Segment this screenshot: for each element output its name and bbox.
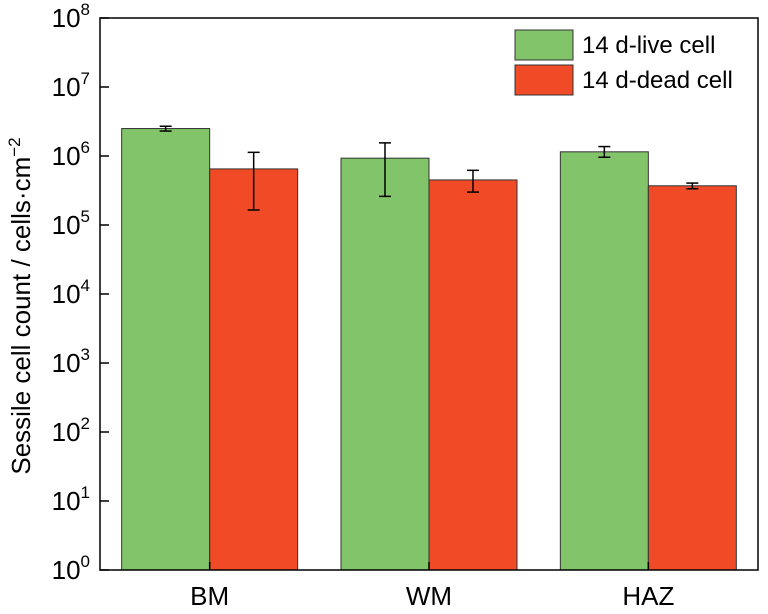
y-tick-exponent: 2 bbox=[81, 414, 90, 433]
error-bars-group bbox=[159, 125, 699, 211]
y-tick-label: 106 bbox=[52, 138, 90, 171]
bar-haz-series-0 bbox=[559, 151, 649, 571]
bar-haz-series-1 bbox=[647, 185, 737, 571]
x-tick-label-haz: HAZ bbox=[622, 581, 674, 611]
legend-label-1: 14 d-dead cell bbox=[582, 67, 733, 94]
y-tick-base: 10 bbox=[52, 210, 81, 240]
y-tick-base: 10 bbox=[52, 72, 81, 102]
y-tick-exponent: 3 bbox=[81, 345, 90, 364]
y-tick-exponent: 7 bbox=[81, 69, 90, 88]
y-tick-exponent: 0 bbox=[81, 552, 90, 571]
y-tick-label: 101 bbox=[52, 483, 90, 516]
y-tick-label: 104 bbox=[52, 276, 90, 309]
bar-bm-series-1 bbox=[209, 168, 299, 571]
y-tick-base: 10 bbox=[52, 555, 81, 585]
legend-swatch-1 bbox=[514, 64, 574, 96]
y-tick-label: 107 bbox=[52, 69, 90, 102]
y-axis-label-text: Sessile cell count / cells·cm bbox=[6, 157, 36, 475]
y-tick-base: 10 bbox=[52, 417, 81, 447]
x-tick-label-wm: WM bbox=[406, 581, 452, 611]
y-tick-base: 10 bbox=[52, 279, 81, 309]
bar-wm-series-0 bbox=[340, 157, 430, 571]
bar-bm-series-0 bbox=[121, 128, 211, 571]
y-tick-label: 100 bbox=[52, 552, 90, 585]
y-axis-label-superscript: −2 bbox=[5, 137, 24, 156]
legend: 14 d-live cell 14 d-dead cell bbox=[514, 29, 733, 96]
y-tick-exponent: 5 bbox=[81, 207, 90, 226]
x-tick-label-bm: BM bbox=[190, 581, 229, 611]
y-tick-exponent: 6 bbox=[81, 138, 90, 157]
legend-label-0: 14 d-live cell bbox=[582, 32, 715, 59]
y-tick-base: 10 bbox=[52, 348, 81, 378]
y-tick-label: 105 bbox=[52, 207, 90, 240]
y-tick-label: 108 bbox=[52, 0, 90, 33]
y-axis-label: Sessile cell count / cells·cm−2 bbox=[5, 137, 36, 474]
x-axis: BM WM HAZ bbox=[190, 562, 674, 611]
bar-wm-series-1 bbox=[428, 179, 518, 571]
y-tick-base: 10 bbox=[52, 3, 81, 33]
y-tick-label: 102 bbox=[52, 414, 90, 447]
y-tick-base: 10 bbox=[52, 141, 81, 171]
y-tick-exponent: 4 bbox=[81, 276, 90, 295]
y-tick-base: 10 bbox=[52, 486, 81, 516]
y-tick-exponent: 8 bbox=[81, 0, 90, 19]
y-tick-label: 103 bbox=[52, 345, 90, 378]
y-tick-exponent: 1 bbox=[81, 483, 90, 502]
legend-swatch-0 bbox=[514, 29, 574, 61]
bars-group bbox=[121, 128, 737, 571]
